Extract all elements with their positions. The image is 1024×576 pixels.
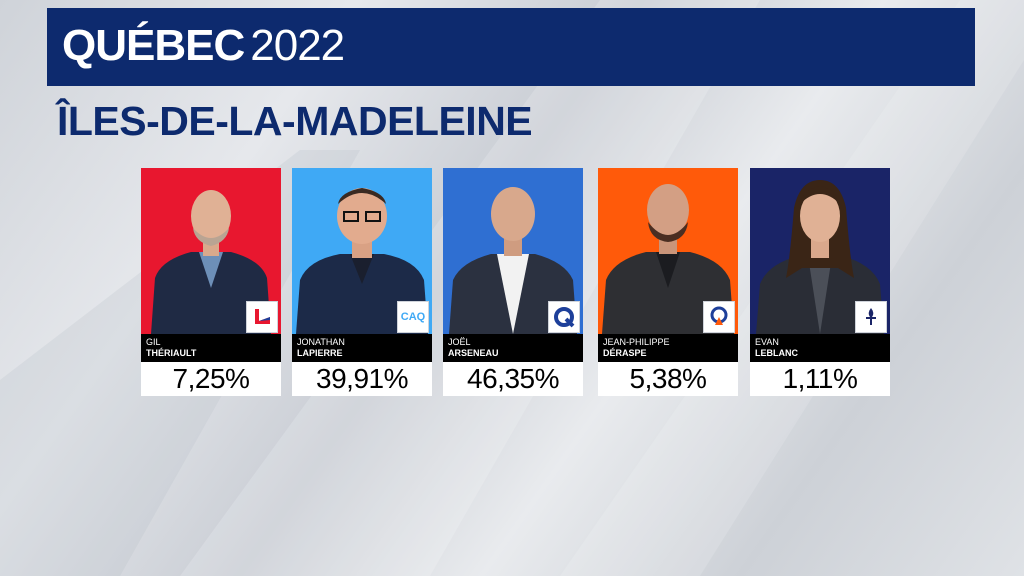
name-bar: EVAN LEBLANC <box>750 334 890 362</box>
candidate-last-name: DÉRASPE <box>603 348 647 358</box>
title-main: QUÉBEC <box>62 21 245 70</box>
candidate-last-name: THÉRIAULT <box>146 348 197 358</box>
candidate-card: GIL THÉRIAULT 7,25% <box>141 168 281 396</box>
qs-party-icon <box>703 301 735 333</box>
person-silhouette-icon <box>602 184 734 334</box>
header-banner <box>47 8 975 86</box>
candidate-card: CAQ JONATHAN LAPIERRE 39,91% <box>292 168 432 396</box>
candidate-first-name: JEAN-PHILIPPE <box>603 337 670 347</box>
candidate-photo <box>443 168 583 334</box>
candidate-photo <box>598 168 738 334</box>
candidate-last-name: LEBLANC <box>755 348 798 358</box>
candidate-card: JOËL ARSENEAU 46,35% <box>443 168 583 396</box>
vote-percentage: 5,38% <box>598 362 738 396</box>
vote-percentage: 7,25% <box>141 362 281 396</box>
person-silhouette-icon <box>756 180 884 334</box>
title-year: 2022 <box>250 21 345 70</box>
candidate-first-name: GIL <box>146 337 161 347</box>
candidate-last-name: LAPIERRE <box>297 348 343 358</box>
candidate-card: JEAN-PHILIPPE DÉRASPE 5,38% <box>598 168 738 396</box>
vote-percentage: 46,35% <box>443 362 583 396</box>
name-bar: GIL THÉRIAULT <box>141 334 281 362</box>
candidate-first-name: JOËL <box>448 337 471 347</box>
name-bar: JEAN-PHILIPPE DÉRASPE <box>598 334 738 362</box>
person-silhouette-icon <box>296 188 428 334</box>
riding-name: ÎLES-DE-LA-MADELEINE <box>57 98 533 144</box>
name-bar: JOËL ARSENEAU <box>443 334 583 362</box>
candidate-first-name: JONATHAN <box>297 337 345 347</box>
vote-percentage: 1,11% <box>750 362 890 396</box>
vote-percentage: 39,91% <box>292 362 432 396</box>
conservative-party-icon <box>855 301 887 333</box>
candidate-last-name: ARSENEAU <box>448 348 499 358</box>
candidate-first-name: EVAN <box>755 337 779 347</box>
candidate-photo <box>750 168 890 334</box>
pq-party-icon <box>548 301 580 333</box>
person-silhouette-icon <box>449 187 577 334</box>
election-title: QUÉBEC 2022 <box>62 20 345 72</box>
name-bar: JONATHAN LAPIERRE <box>292 334 432 362</box>
liberal-party-icon <box>246 301 278 333</box>
candidate-card: EVAN LEBLANC 1,11% <box>750 168 890 396</box>
candidate-photo: CAQ <box>292 168 432 334</box>
candidate-photo <box>141 168 281 334</box>
person-silhouette-icon <box>151 190 271 334</box>
caq-party-icon: CAQ <box>397 301 429 333</box>
